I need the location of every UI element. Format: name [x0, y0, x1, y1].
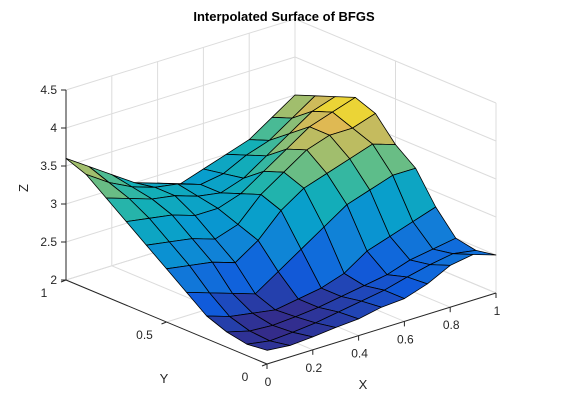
z-axis-label: Z — [16, 184, 31, 192]
z-tick-label: 2 — [50, 273, 57, 287]
wall-grid-line-z — [294, 56, 497, 142]
z-tick-label: 4.5 — [40, 83, 57, 97]
x-tick-label: 0 — [265, 375, 272, 389]
z-tick-label: 4 — [50, 121, 57, 135]
y-tick-mark — [261, 363, 268, 367]
surface-layer — [65, 94, 497, 351]
x-tick-label: 1 — [494, 304, 501, 318]
axis-layer — [60, 89, 497, 369]
z-tick-label: 3.5 — [40, 159, 57, 173]
y-axis-label: Y — [160, 371, 169, 386]
wall-grid-line-z — [65, 94, 296, 167]
z-tick-label: 2.5 — [40, 235, 57, 249]
y-tick-label: 0 — [242, 370, 249, 384]
wall-grid-line-z — [65, 18, 296, 91]
z-tick-label: 3 — [50, 197, 57, 211]
y-tick-label: 1 — [41, 286, 48, 300]
x-tick-label: 0.8 — [443, 318, 460, 332]
chart-title: Interpolated Surface of BFGS — [193, 9, 375, 24]
y-tick-label: 0.5 — [136, 328, 153, 342]
wall-grid-line-z — [65, 56, 296, 129]
x-axis-line — [266, 292, 497, 365]
surface-face — [246, 340, 291, 351]
x-tick-label: 0.2 — [305, 361, 322, 375]
y-tick-mark — [161, 321, 167, 325]
x-tick-label: 0.6 — [397, 332, 414, 346]
wall-grid-line-z — [294, 18, 497, 104]
x-tick-label: 0.4 — [351, 347, 368, 361]
x-axis-label: X — [359, 377, 368, 392]
